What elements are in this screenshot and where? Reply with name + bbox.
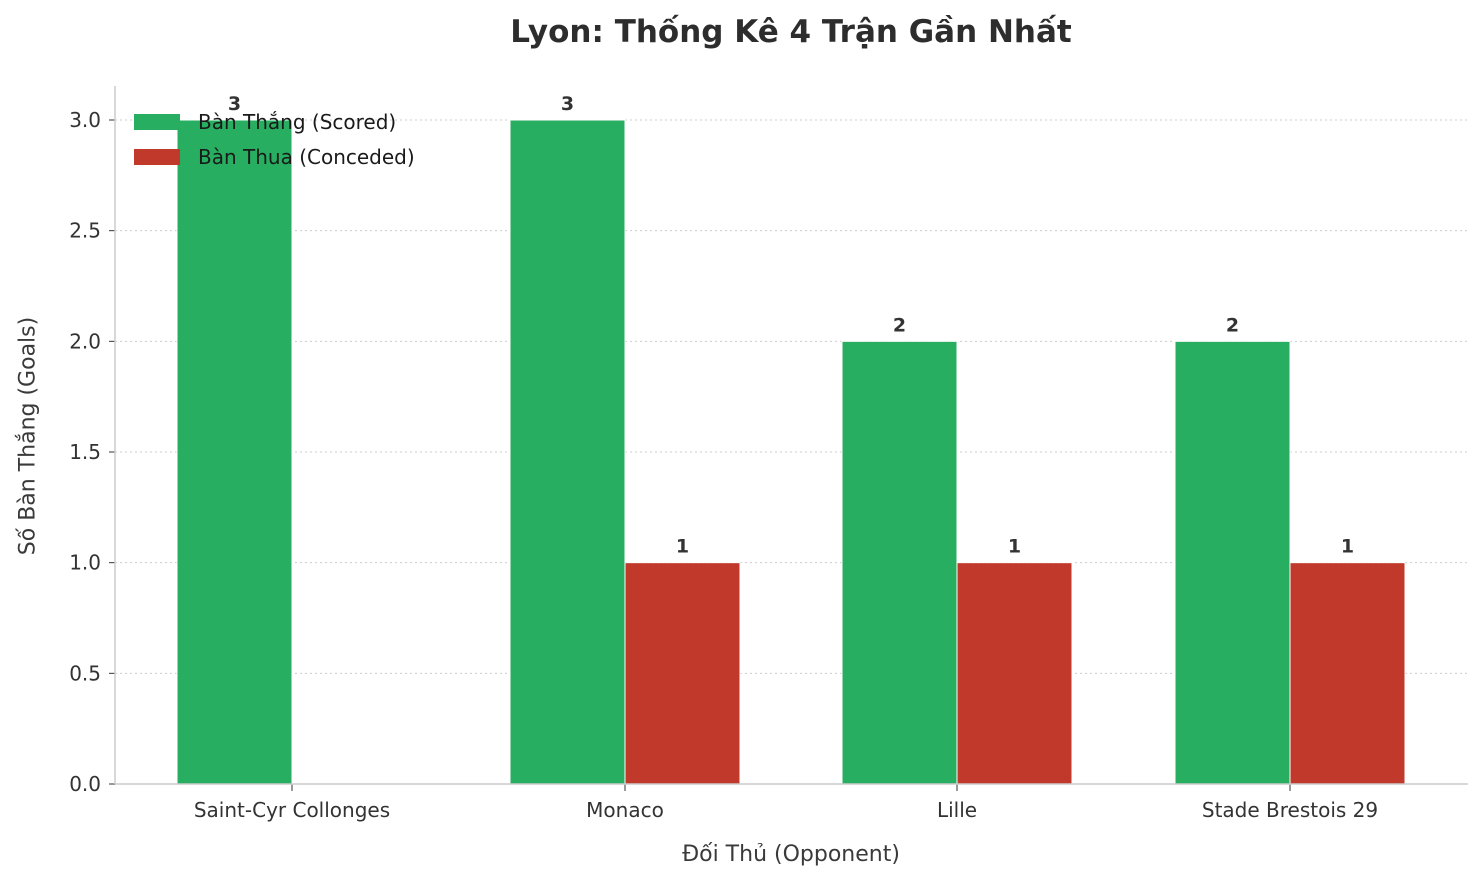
y-tick-label: 2.5 — [69, 219, 101, 243]
y-tick-label: 0.0 — [69, 772, 101, 796]
x-tick-label: Lille — [937, 798, 977, 822]
y-tick-label: 3.0 — [69, 108, 101, 132]
y-tick-label: 1.5 — [69, 440, 101, 464]
legend: Bàn Thắng (Scored) Bàn Thua (Conceded) — [134, 104, 415, 174]
x-axis-label: Đối Thủ (Opponent) — [682, 842, 900, 867]
y-axis-label: Số Bàn Thắng (Goals) — [15, 316, 41, 556]
bar-conceded — [956, 562, 1073, 785]
y-tick-label: 1.0 — [69, 551, 101, 575]
legend-swatch-scored — [134, 113, 180, 130]
bar-scored — [841, 340, 958, 785]
bar-value-label: 1 — [676, 536, 689, 558]
bar-value-label: 3 — [561, 93, 574, 115]
bar-value-label: 2 — [1226, 314, 1239, 336]
bar-value-label: 1 — [1341, 536, 1354, 558]
bar-conceded — [624, 562, 741, 785]
legend-item-scored: Bàn Thắng (Scored) — [134, 104, 415, 139]
bar-scored — [176, 119, 293, 785]
legend-label-scored: Bàn Thắng (Scored) — [198, 109, 397, 134]
bar-value-label: 2 — [893, 314, 906, 336]
legend-label-conceded: Bàn Thua (Conceded) — [198, 144, 415, 169]
bar-scored — [1174, 340, 1291, 785]
bar-conceded — [1289, 562, 1406, 785]
x-tick-label: Monaco — [586, 798, 664, 822]
bar-scored — [509, 119, 626, 785]
x-tick-label: Stade Brestois 29 — [1202, 798, 1378, 822]
bar-value-label: 1 — [1008, 536, 1021, 558]
legend-item-conceded: Bàn Thua (Conceded) — [134, 139, 415, 174]
chart-title: Lyon: Thống Kê 4 Trận Gần Nhất — [510, 14, 1072, 50]
bar-value-label: 3 — [228, 93, 241, 115]
y-tick-label: 2.0 — [69, 329, 101, 353]
y-tick-label: 0.5 — [69, 661, 101, 685]
legend-swatch-conceded — [134, 148, 180, 165]
x-tick-label: Saint-Cyr Collonges — [194, 798, 390, 822]
